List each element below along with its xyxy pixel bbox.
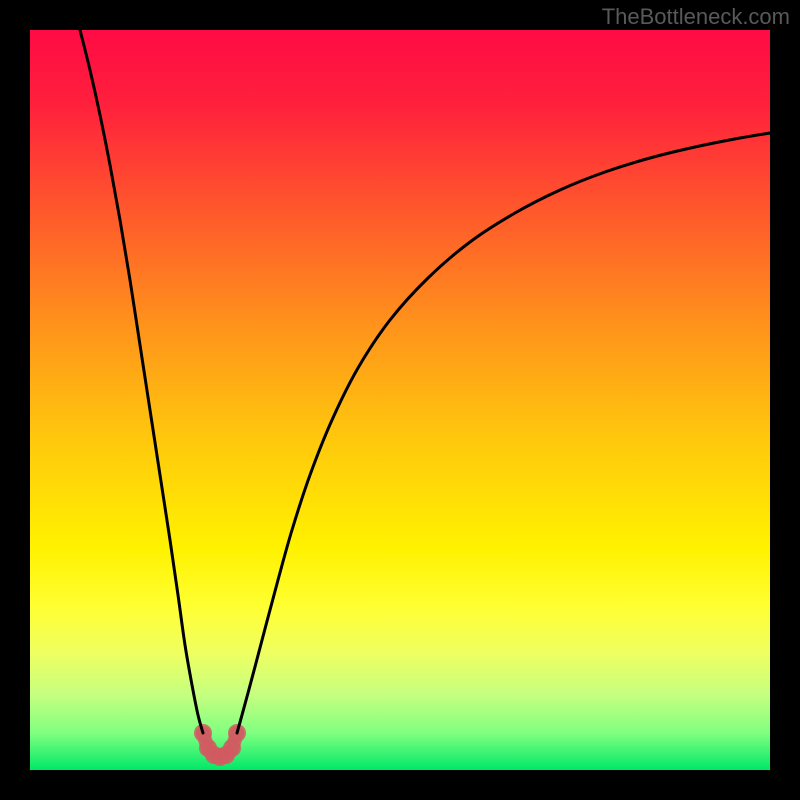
chart-container: TheBottleneck.com [0,0,800,800]
chart-plot-area [30,30,770,770]
bottleneck-chart [0,0,800,800]
watermark-text: TheBottleneck.com [602,4,790,30]
